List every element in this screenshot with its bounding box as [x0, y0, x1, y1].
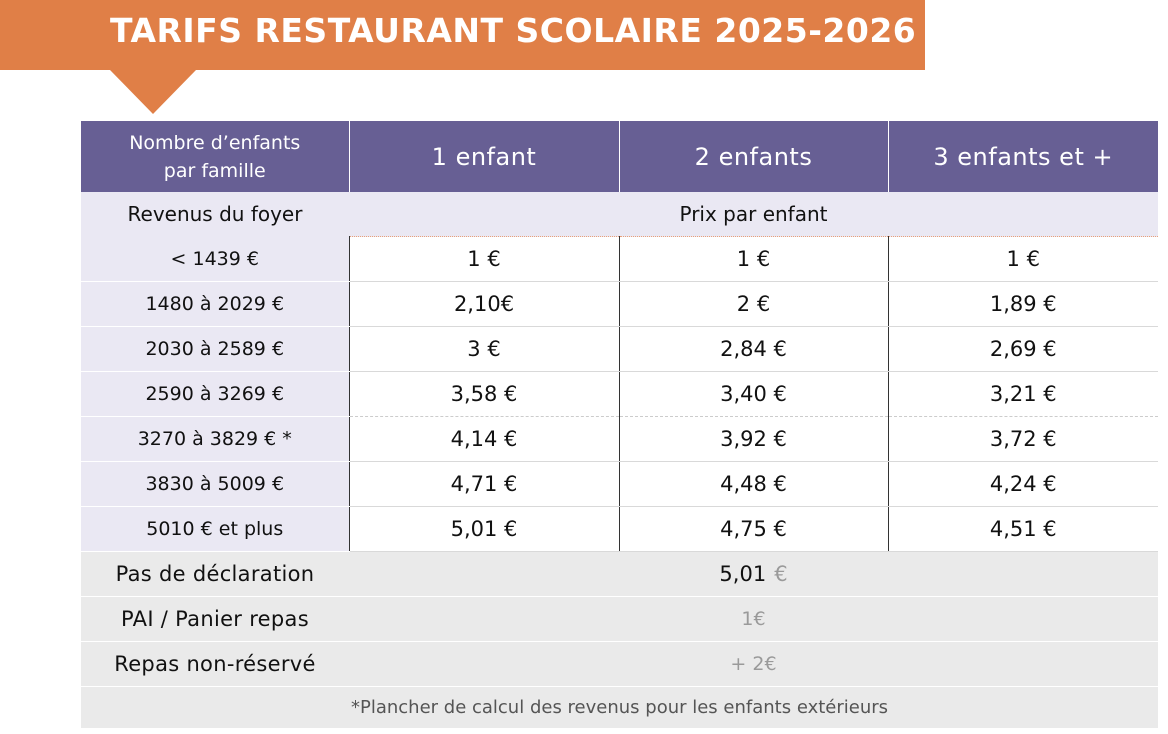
- table-row: 3830 à 5009 € 4,71 € 4,48 € 4,24 €: [81, 461, 1158, 507]
- price-cell: 4,71 €: [349, 461, 620, 507]
- title-banner: TARIFS RESTAURANT SCOLAIRE 2025-2026: [0, 0, 925, 70]
- table-row: 3270 à 3829 € * 4,14 € 3,92 € 3,72 €: [81, 416, 1158, 462]
- price-cell: 1 €: [888, 236, 1158, 282]
- table-row: 5010 € et plus 5,01 € 4,75 € 4,51 €: [81, 506, 1158, 552]
- price-cell: 3,72 €: [888, 416, 1158, 462]
- table-row: < 1439 € 1 € 1 € 1 €: [81, 236, 1158, 282]
- footer-label: Repas non-réservé: [81, 641, 349, 687]
- footer-row-pai: PAI / Panier repas 1€: [81, 596, 1158, 642]
- price-cell: 1 €: [619, 236, 889, 282]
- income-bracket: 2590 à 3269 €: [81, 371, 350, 417]
- subheader-price: Prix par enfant: [349, 192, 1158, 237]
- income-bracket: 3830 à 5009 €: [81, 461, 350, 507]
- price-cell: 3,92 €: [619, 416, 889, 462]
- price-cell: 2,10€: [349, 281, 620, 327]
- price-cell: 4,75 €: [619, 506, 889, 552]
- table-row: 2590 à 3269 € 3,58 € 3,40 € 3,21 €: [81, 371, 1158, 417]
- footer-row-unreserved: Repas non-réservé + 2€: [81, 641, 1158, 687]
- tariff-table: Nombre d’enfants par famille 1 enfant 2 …: [81, 121, 1158, 728]
- price-cell: 3 €: [349, 326, 620, 372]
- price-cell: 4,24 €: [888, 461, 1158, 507]
- header-col-3: 3 enfants et +: [888, 121, 1158, 192]
- header-first-line1: Nombre d’enfants: [129, 131, 301, 154]
- price-cell: 2 €: [619, 281, 889, 327]
- price-cell: 4,48 €: [619, 461, 889, 507]
- footer-value: + 2€: [349, 641, 1158, 687]
- subheader-income: Revenus du foyer: [81, 192, 349, 237]
- footer-row-no-declaration: Pas de déclaration 5,01 €: [81, 551, 1158, 597]
- banner-arrow-shape: [110, 70, 196, 114]
- price-cell: 3,21 €: [888, 371, 1158, 417]
- table-row: 2030 à 2589 € 3 € 2,84 € 2,69 €: [81, 326, 1158, 372]
- income-bracket: 1480 à 2029 €: [81, 281, 350, 327]
- footer-label: Pas de déclaration: [81, 551, 349, 597]
- price-cell: 4,14 €: [349, 416, 620, 462]
- page-title: TARIFS RESTAURANT SCOLAIRE 2025-2026: [110, 11, 917, 50]
- income-bracket: 2030 à 2589 €: [81, 326, 350, 372]
- price-cell: 1 €: [349, 236, 620, 282]
- price-cell: 2,84 €: [619, 326, 889, 372]
- footnote: *Plancher de calcul des revenus pour les…: [81, 686, 1158, 728]
- header-children-count: Nombre d’enfants par famille: [81, 121, 350, 192]
- footer-value-euro: €: [774, 562, 788, 586]
- footer-value-amount: 5,01: [719, 562, 767, 586]
- header-first-line2: par famille: [163, 159, 266, 182]
- header-col-1: 1 enfant: [349, 121, 620, 192]
- price-cell: 1,89 €: [888, 281, 1158, 327]
- footer-value: 5,01 €: [349, 551, 1158, 597]
- price-cell: 3,58 €: [349, 371, 620, 417]
- income-bracket: < 1439 €: [81, 236, 350, 282]
- price-cell: 5,01 €: [349, 506, 620, 552]
- subheader-row: Revenus du foyer Prix par enfant: [81, 192, 1158, 237]
- table-row: 1480 à 2029 € 2,10€ 2 € 1,89 €: [81, 281, 1158, 327]
- header-col-2: 2 enfants: [619, 121, 889, 192]
- header-row: Nombre d’enfants par famille 1 enfant 2 …: [81, 121, 1158, 192]
- footer-value: 1€: [349, 596, 1158, 642]
- income-bracket: 3270 à 3829 € *: [81, 416, 350, 462]
- price-cell: 4,51 €: [888, 506, 1158, 552]
- income-bracket: 5010 € et plus: [81, 506, 350, 552]
- price-cell: 3,40 €: [619, 371, 889, 417]
- footnote-row: *Plancher de calcul des revenus pour les…: [81, 686, 1158, 728]
- footer-label: PAI / Panier repas: [81, 596, 349, 642]
- price-cell: 2,69 €: [888, 326, 1158, 372]
